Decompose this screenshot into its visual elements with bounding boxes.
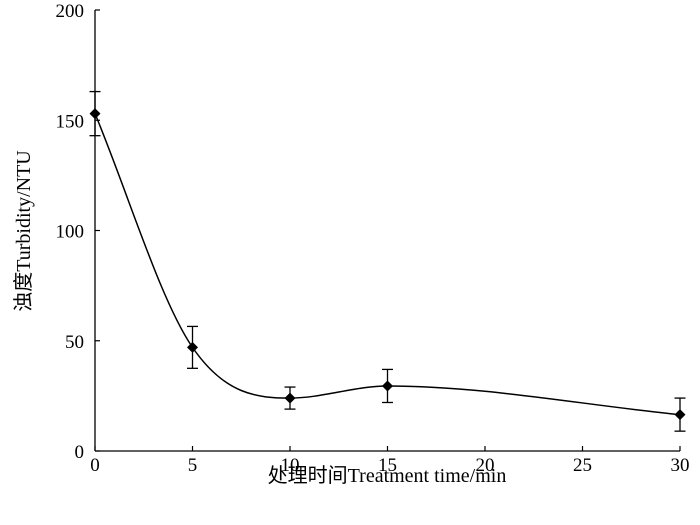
data-point-diamond (187, 341, 198, 353)
error-bars (89, 90, 686, 432)
x-tick-label: 25 (573, 455, 592, 476)
y-tick-label: 100 (56, 222, 85, 243)
x-axis-title: 处理时间Treatment time/min (268, 464, 507, 487)
x-tick-label: 15 (378, 455, 397, 476)
x-tick-label: 5 (188, 455, 198, 476)
data-point-diamond (284, 392, 296, 404)
x-tick-label: 0 (90, 455, 100, 476)
y-tick-label: 0 (75, 442, 85, 463)
data-point-diamond (89, 108, 101, 120)
y-tick-label: 200 (56, 1, 85, 22)
y-ticks: 0 50 100 150 200 (56, 1, 100, 463)
y-axis-title: 浊度Turbidity/NTU (12, 150, 35, 312)
x-tick-label: 20 (476, 455, 495, 476)
x-tick-label: 10 (281, 455, 300, 476)
x-ticks: 0 5 10 15 20 25 30 (90, 446, 690, 476)
data-point-diamond (382, 380, 393, 392)
x-tick-label: 30 (671, 455, 690, 476)
data-points (89, 108, 686, 421)
y-tick-label: 150 (56, 111, 85, 132)
data-point-diamond (674, 409, 686, 421)
y-tick-label: 50 (65, 332, 84, 353)
